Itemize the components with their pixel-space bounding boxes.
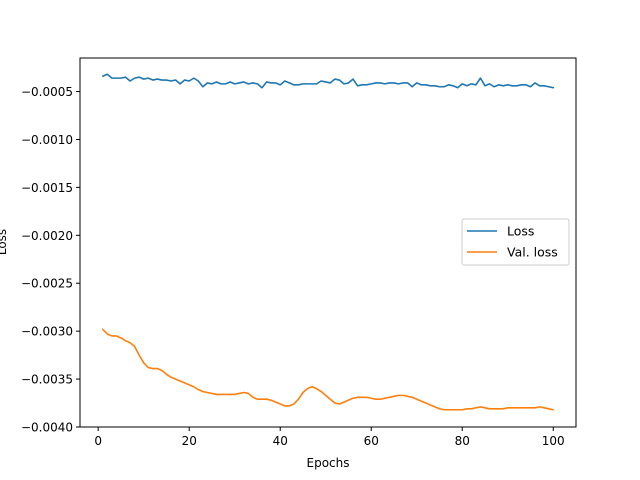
y-tick-label: −0.0030: [21, 325, 73, 339]
legend-label-loss: Loss: [507, 224, 534, 239]
y-axis-label: Loss: [0, 229, 9, 255]
x-axis: 0 20 40 60 80 100: [94, 427, 565, 448]
legend: Loss Val. loss: [461, 218, 570, 266]
x-tick-label: 20: [182, 434, 197, 448]
y-tick-label: −0.0040: [21, 421, 73, 435]
y-axis: −0.0005 −0.0010 −0.0015 −0.0020 −0.0025 −0.00…: [21, 85, 80, 435]
y-tick-label: −0.0005: [21, 85, 73, 99]
x-axis-label: Epochs: [307, 456, 350, 470]
plot-frame: [79, 57, 577, 428]
y-tick-label: −0.0035: [21, 373, 73, 387]
y-tick-label: −0.0015: [21, 181, 73, 195]
y-tick-label: −0.0020: [21, 229, 73, 243]
plot-lines: [101, 73, 555, 411]
x-tick-label: 60: [364, 434, 379, 448]
x-tick-label: 0: [94, 434, 102, 448]
y-tick-label: −0.0010: [21, 133, 73, 147]
series-line-1: [101, 328, 555, 411]
y-tick-label: −0.0025: [21, 277, 73, 291]
legend-label-val-loss: Val. loss: [507, 245, 558, 260]
x-tick-label: 80: [455, 434, 470, 448]
x-tick-label: 100: [542, 434, 565, 448]
x-tick-label: 40: [273, 434, 288, 448]
series-line-0: [101, 73, 555, 89]
